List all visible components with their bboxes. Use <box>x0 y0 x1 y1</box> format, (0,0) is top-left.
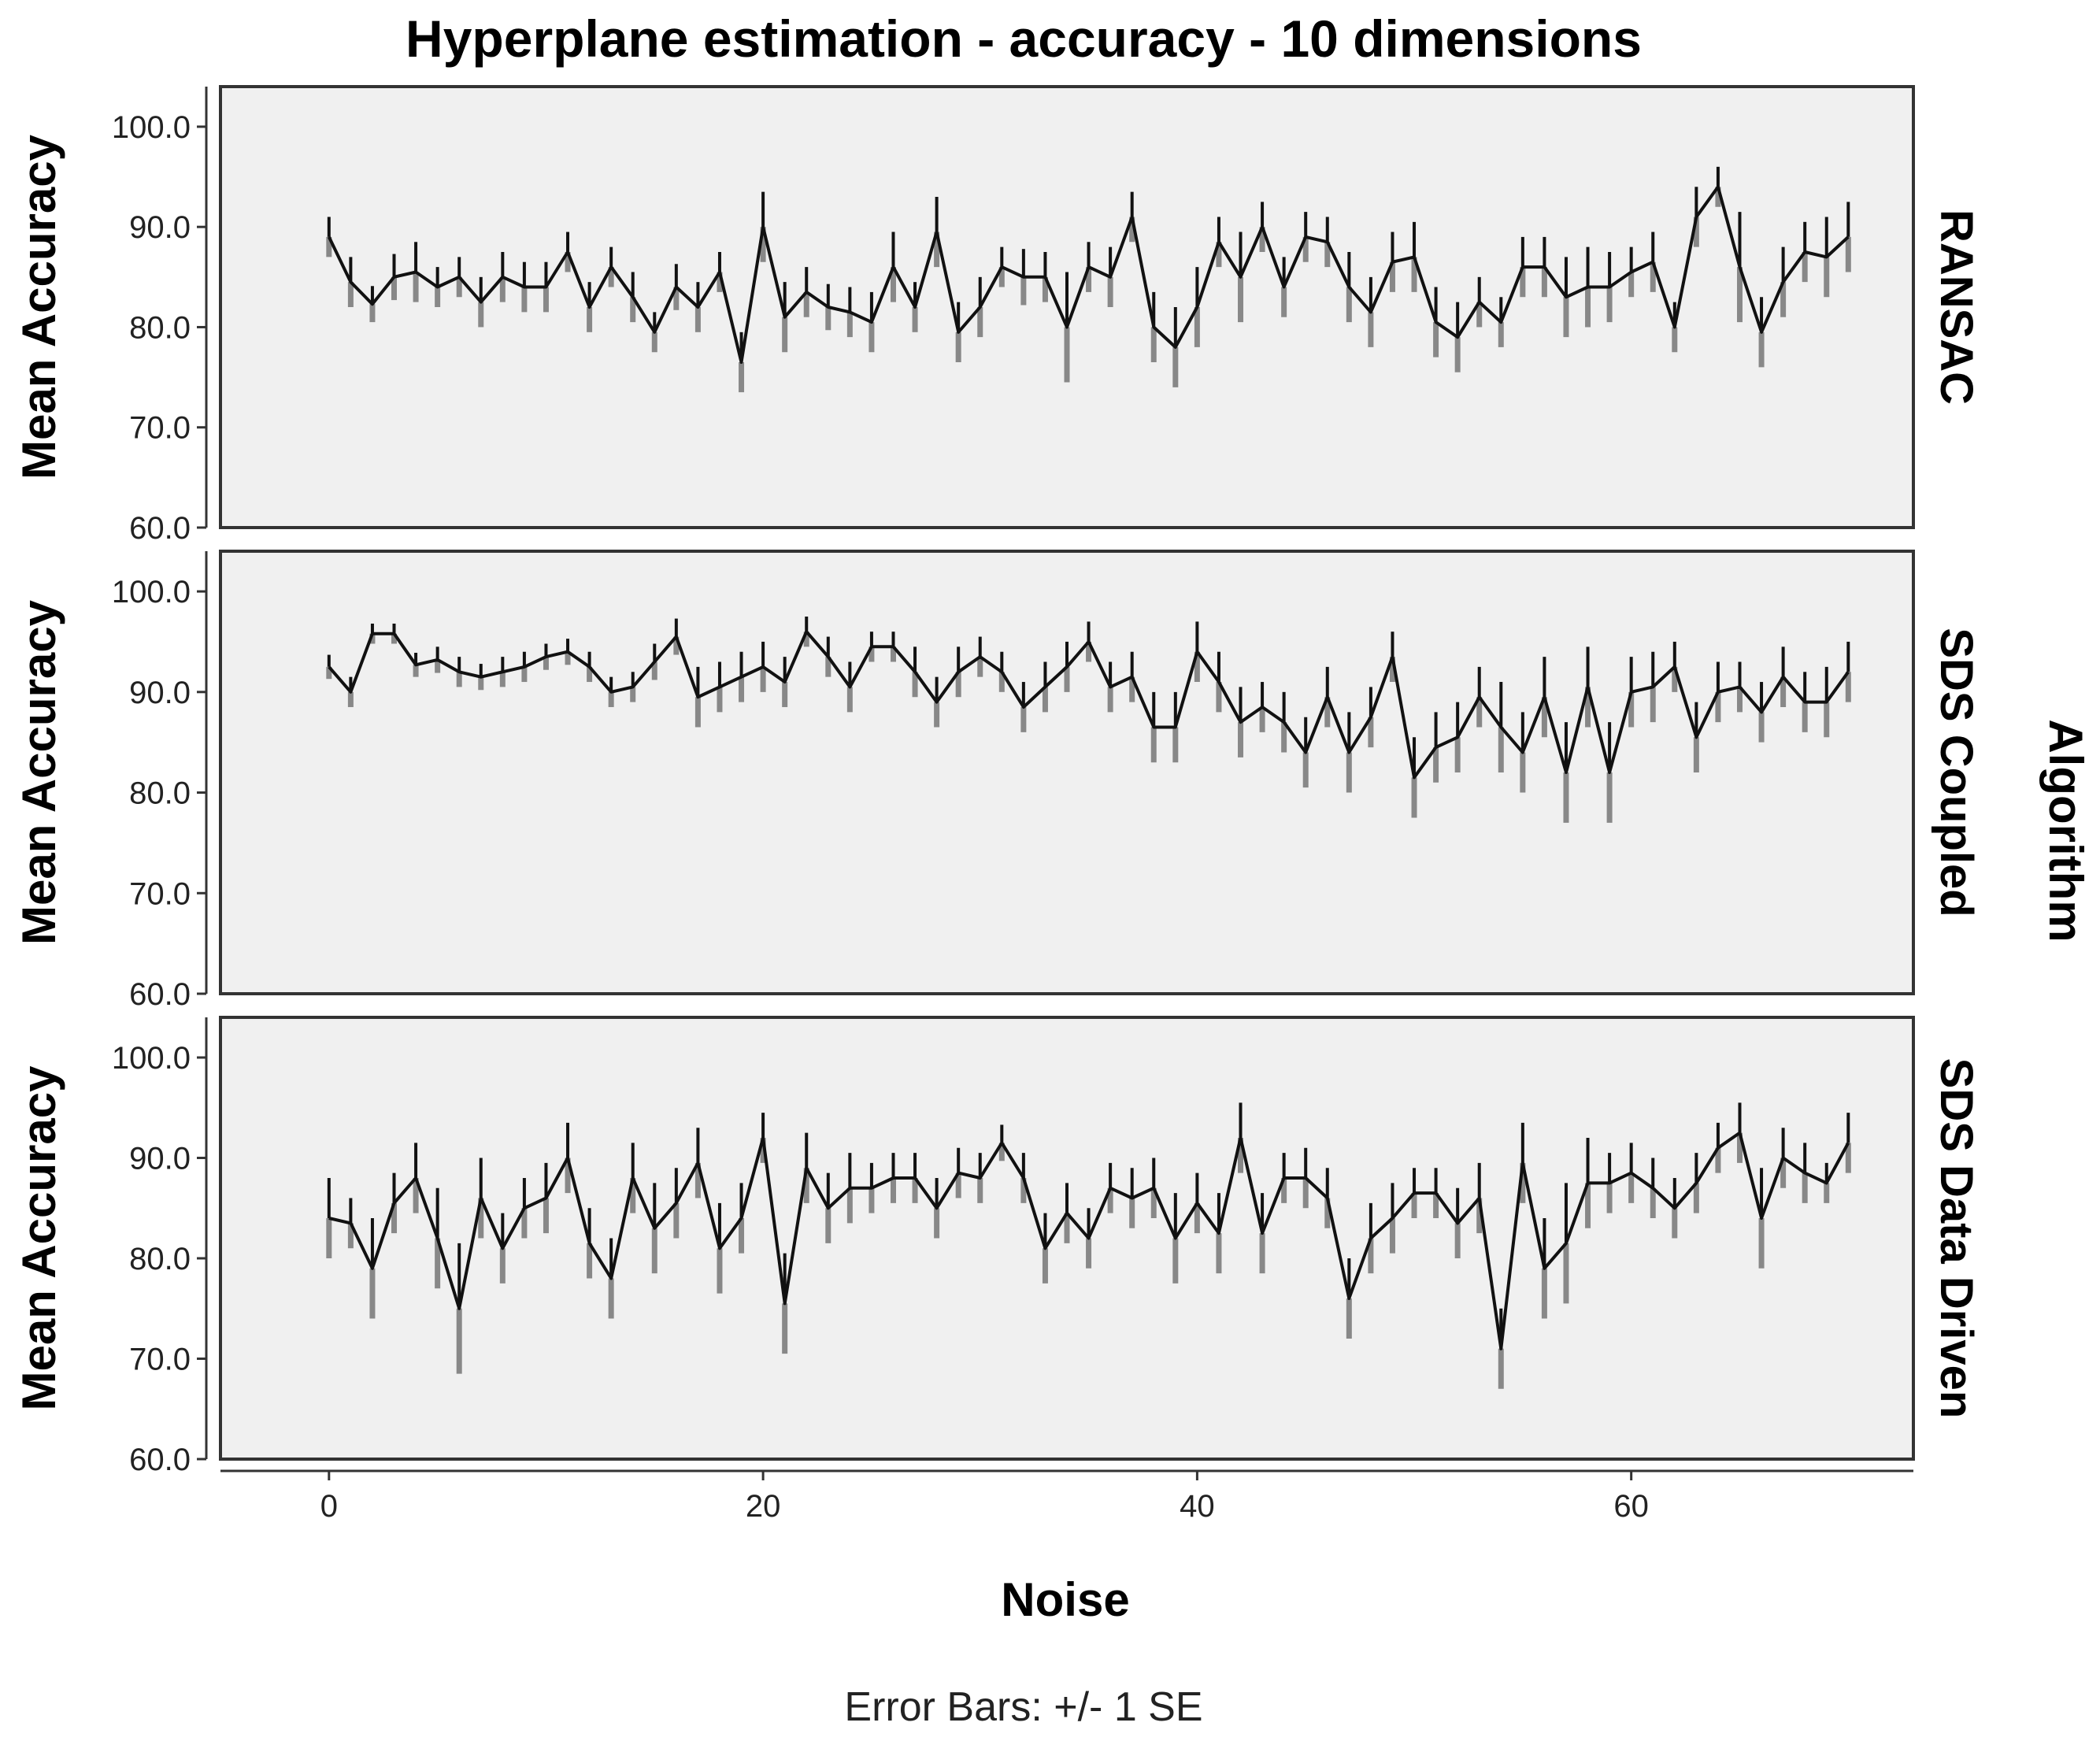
y-tick-label: 70.0 <box>129 876 191 911</box>
y-tick-label: 90.0 <box>129 1142 191 1176</box>
y-axis-title: Mean Accuracy <box>13 599 65 945</box>
panel-1: 60.0 70.0 80.0 90.0 100.0 Mean Accuracy SDS Co… <box>13 550 1982 1012</box>
y-tick-label: 100.0 <box>112 575 191 609</box>
y-tick-label: 90.0 <box>129 210 191 245</box>
y-axis-title: Mean Accuracy <box>13 1065 65 1411</box>
facet-title: Algorithm <box>2039 719 2092 942</box>
x-tick-label: 60 <box>1613 1489 1649 1524</box>
panel-0: 60.0 70.0 80.0 90.0 100.0 Mean Accuracy RANSAC <box>13 85 1982 546</box>
y-tick-label: 60.0 <box>129 977 191 1012</box>
facet-label: SDS Data Driven <box>1931 1058 1982 1419</box>
panels: 60.0 70.0 80.0 90.0 100.0 Mean Accuracy RANSAC… <box>13 85 1982 1477</box>
x-tick-label: 40 <box>1180 1489 1215 1524</box>
x-axis: 0 20 40 60 <box>220 1469 1913 1524</box>
y-tick-label: 80.0 <box>129 776 191 811</box>
y-axis-title: Mean Accuracy <box>13 134 65 480</box>
facet-label: RANSAC <box>1931 209 1982 405</box>
x-axis-title: Noise <box>1001 1573 1129 1626</box>
y-tick-label: 100.0 <box>112 1041 191 1076</box>
panel-2: 60.0 70.0 80.0 90.0 100.0 Mean Accuracy SDS Da… <box>13 1016 1982 1477</box>
y-tick-label: 80.0 <box>129 310 191 345</box>
y-tick-label: 70.0 <box>129 411 191 446</box>
y-tick-label: 60.0 <box>129 511 191 546</box>
y-tick-label: 60.0 <box>129 1443 191 1477</box>
y-tick-label: 100.0 <box>112 110 191 145</box>
series-line <box>328 630 1850 780</box>
series-line <box>327 185 1850 364</box>
facet-label: SDS Coupled <box>1931 628 1982 917</box>
y-tick-label: 90.0 <box>129 676 191 710</box>
series-line <box>328 1131 1850 1350</box>
footnote: Error Bars: +/- 1 SE <box>844 1684 1202 1730</box>
panel-background <box>219 550 1915 995</box>
x-tick-label: 20 <box>746 1489 781 1524</box>
chart-title: Hyperplane estimation - accuracy - 10 di… <box>406 9 1642 68</box>
y-tick-label: 70.0 <box>129 1343 191 1377</box>
y-tick-label: 80.0 <box>129 1242 191 1276</box>
x-tick-label: 0 <box>320 1489 338 1524</box>
